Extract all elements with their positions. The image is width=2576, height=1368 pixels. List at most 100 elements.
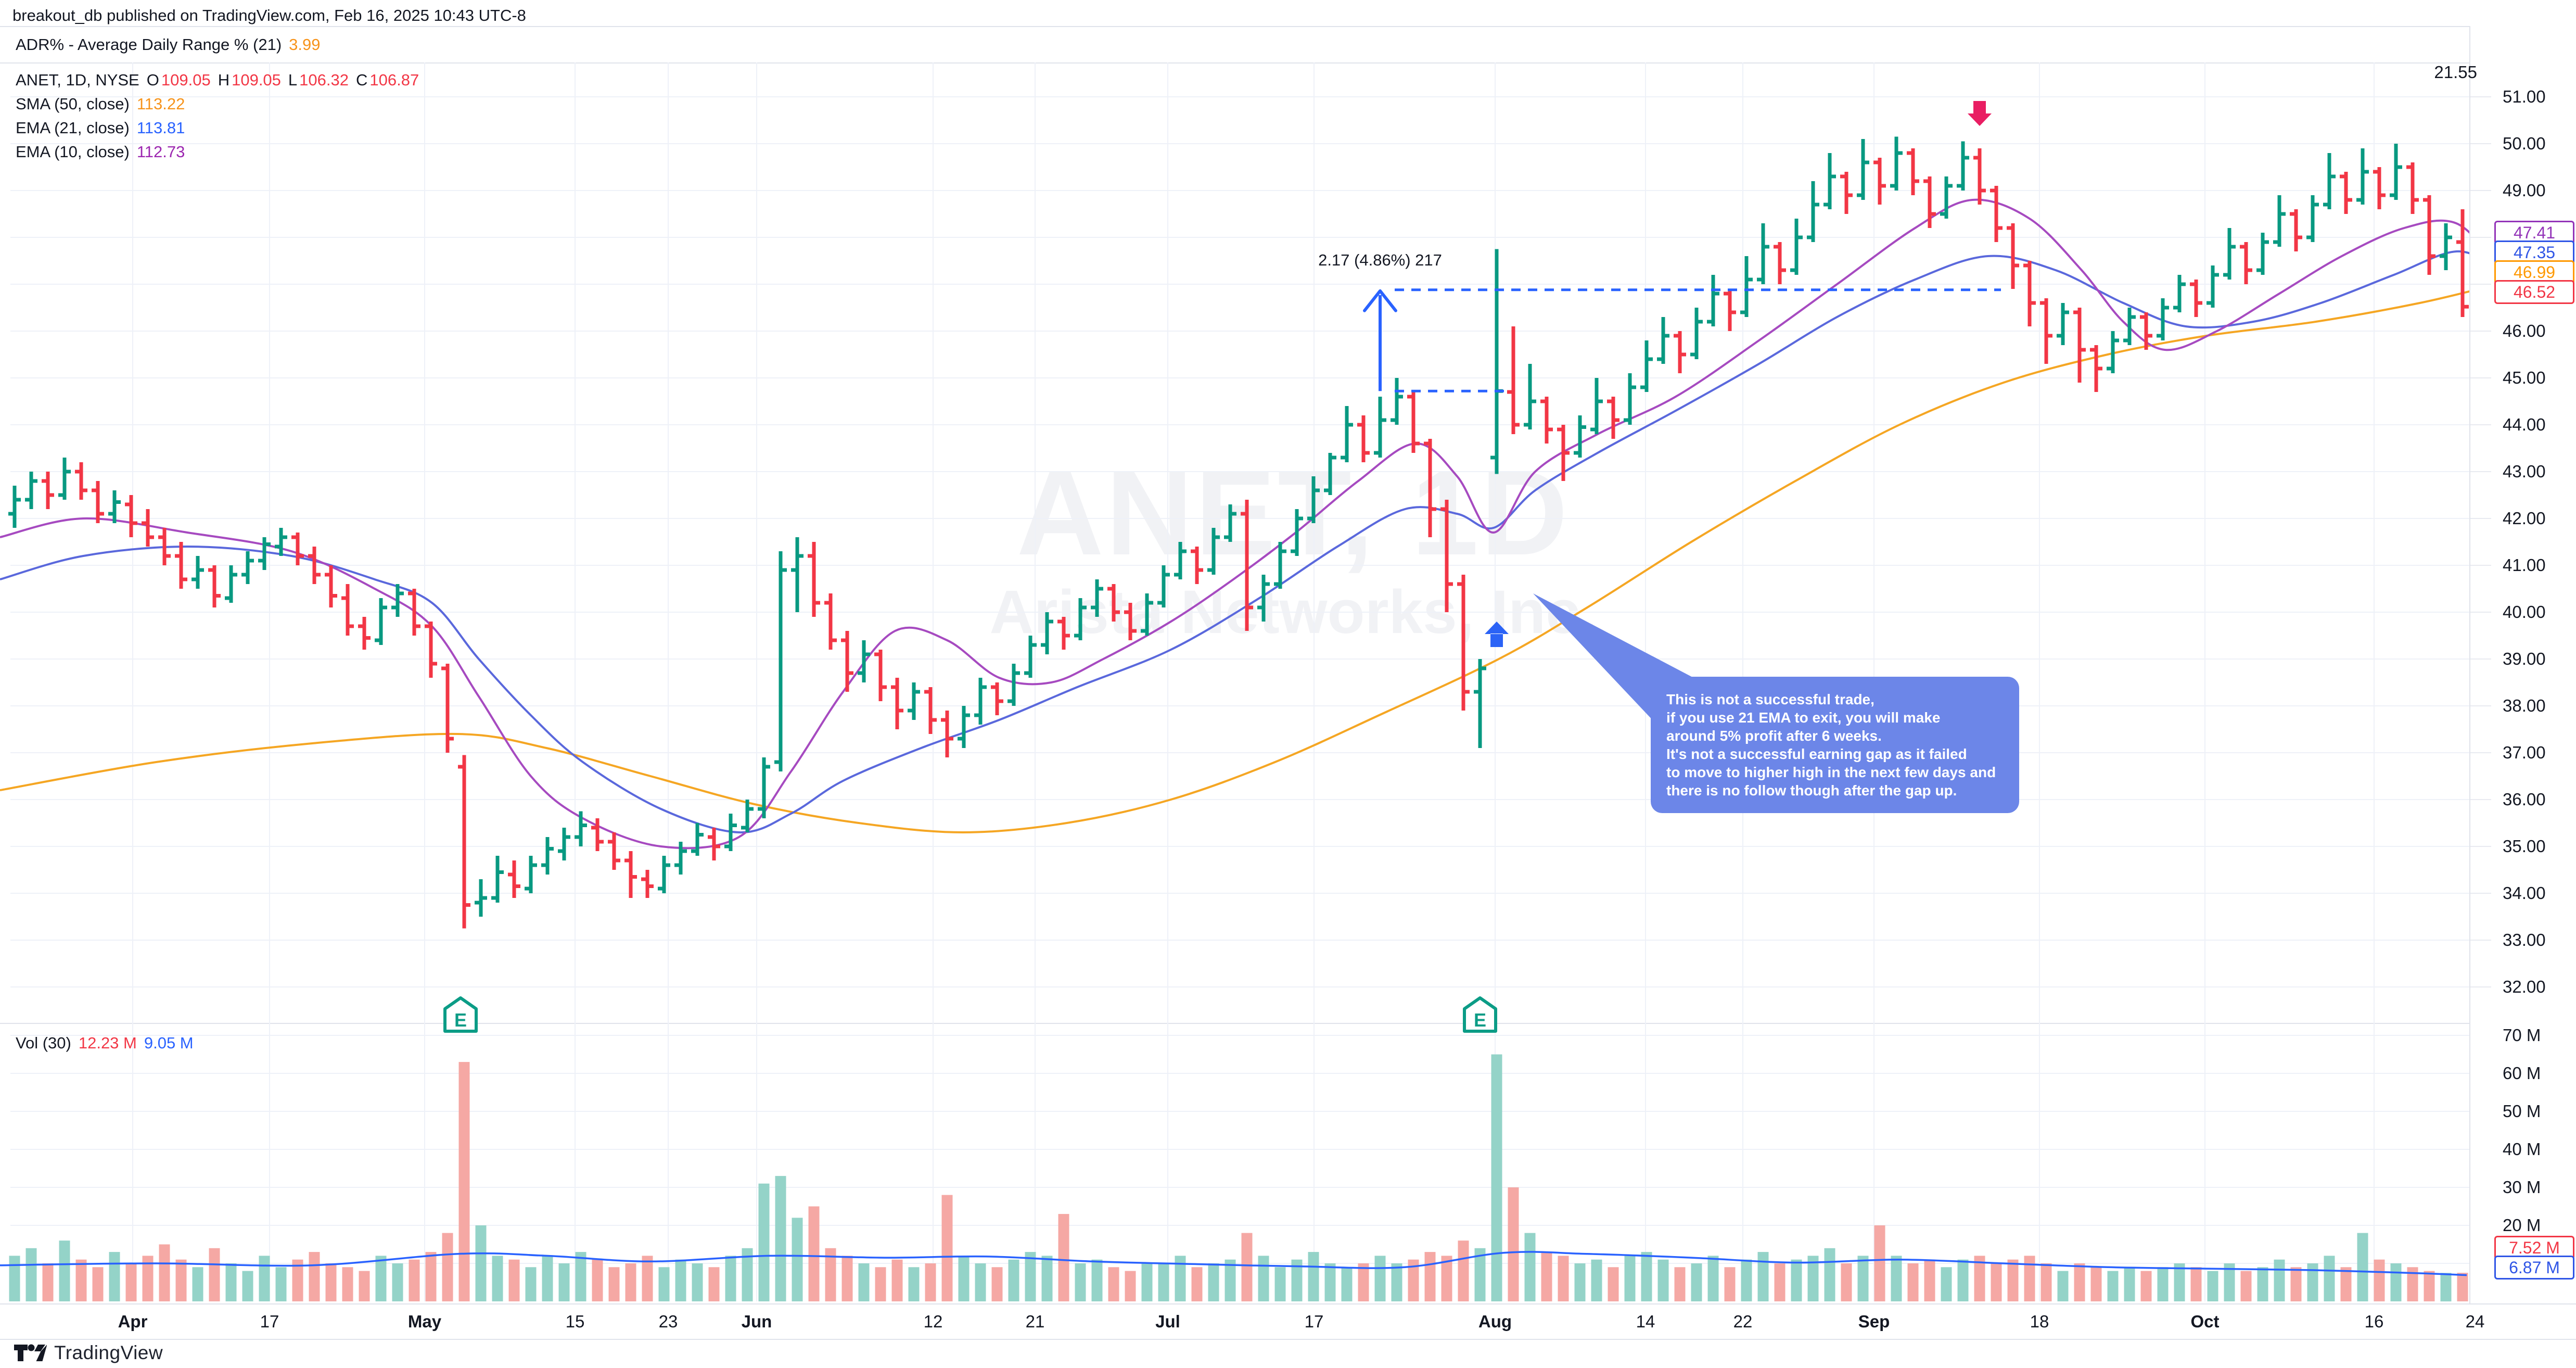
volume-bar (925, 1263, 936, 1301)
ohlc-bar (941, 711, 953, 757)
ema10-legend[interactable]: EMA (10, close) 112.73 (16, 143, 185, 161)
ohlc-bar (1457, 575, 1470, 711)
up-arrow-marker[interactable] (1485, 622, 1509, 647)
ohlc-bar (142, 509, 154, 547)
ohlc-bar (1141, 593, 1153, 636)
symbol-legend[interactable]: ANET, 1D, NYSE O 109.05 H 109.05 L 106.3… (16, 71, 419, 90)
ema10-line[interactable] (0, 198, 2499, 850)
volume-bar (392, 1263, 403, 1301)
price-axis[interactable]: 51.0050.0049.0048.0047.0046.0045.0044.00… (2469, 26, 2576, 1338)
sma50-legend[interactable]: SMA (50, close) 113.22 (16, 95, 185, 113)
ohlc-bar (58, 458, 71, 500)
volume-bar (1674, 1267, 1686, 1301)
separator-price-volume[interactable] (0, 1023, 2576, 1024)
volume-bar (2390, 1263, 2402, 1301)
high-value: 109.05 (232, 71, 281, 89)
earnings-icon[interactable]: E (443, 996, 478, 1033)
grid-lines (10, 62, 2476, 1301)
ohlc-bar (1474, 659, 1486, 748)
ohlc-bar (441, 664, 454, 753)
ohlc-bar (291, 533, 304, 565)
down-arrow-marker[interactable] (1968, 101, 1992, 126)
volume-bar (2057, 1271, 2069, 1301)
volume-bar (2240, 1271, 2252, 1301)
volume-bar (1624, 1256, 1636, 1301)
price-axis-label: 40.00 (2503, 602, 2546, 622)
ohlc-bar (1107, 584, 1120, 622)
time-axis-label: 18 (2030, 1312, 2049, 1331)
ohlc-bar (974, 678, 987, 725)
volume-bar (142, 1256, 154, 1301)
time-axis-label: 21 (1025, 1312, 1045, 1331)
volume-bar (2090, 1267, 2102, 1301)
volume-bar (1258, 1256, 1269, 1301)
ohlc-bar (924, 687, 937, 734)
ohlc-bar (991, 682, 1003, 715)
price-tick-mark (2470, 518, 2491, 519)
price-axis-label: 51.00 (2503, 87, 2546, 106)
ohlc-bar (1940, 176, 1953, 219)
symbol-name: ANET, 1D, NYSE (16, 71, 139, 89)
volume-bar (941, 1195, 953, 1301)
volume-bar (1191, 1267, 1203, 1301)
price-axis-label: 44.00 (2503, 415, 2546, 434)
tradingview-logo[interactable]: TradingView (14, 1342, 163, 1364)
volume-bar (1991, 1263, 2002, 1301)
ohlc-bar (425, 622, 437, 678)
volume-bar (1824, 1248, 1835, 1301)
adr-legend[interactable]: ADR% - Average Daily Range % (21) 3.99 (16, 35, 321, 54)
sma50-line[interactable] (0, 283, 2498, 834)
volume-bar (475, 1225, 487, 1301)
last-value-box: 6.87 M (2494, 1256, 2574, 1280)
time-axis[interactable]: Apr 17 May 15 23 Jun 12 21 Jul 17 Aug 14 22 Sep 18 Oct 1… (0, 1303, 2576, 1340)
volume-bar (658, 1267, 670, 1301)
ohlc-bar (641, 870, 654, 898)
ema21-legend[interactable]: EMA (21, close) 113.81 (16, 119, 185, 137)
volume-bar (1125, 1271, 1136, 1301)
ohlc-bar (1091, 579, 1103, 617)
price-tick-mark (2470, 658, 2491, 660)
volume-bar (2440, 1273, 2452, 1302)
ohlc-bar (908, 682, 920, 720)
ohlc-bar (491, 856, 504, 903)
price-axis-label: 38.00 (2503, 696, 2546, 715)
ohlc-bar (891, 678, 903, 729)
ohlc-bar (1257, 575, 1270, 622)
separator-adr-price[interactable] (0, 62, 2576, 64)
ohlc-bar (341, 584, 354, 636)
adr-last-value: 21.55 (2434, 62, 2477, 82)
measure-drawing[interactable] (1363, 288, 2001, 392)
ohlc-bar (1074, 598, 1087, 640)
volume-bar (409, 1259, 420, 1301)
volume-bar (1175, 1256, 1186, 1301)
ohlc-bar (391, 584, 404, 617)
time-axis-label: Sep (1858, 1312, 1890, 1331)
callout-note[interactable]: This is not a successful trade, if you us… (1651, 677, 2019, 813)
volume-bar (1741, 1259, 1752, 1301)
volume-bar (592, 1259, 603, 1301)
ohlc-bar (1740, 256, 1753, 317)
volume-bar (725, 1256, 736, 1301)
volume-bar (1341, 1267, 1353, 1301)
volume-bar (1391, 1263, 1402, 1301)
ohlc-bar (2456, 209, 2469, 317)
ohlc-bar (2207, 265, 2219, 308)
volume-bar (1424, 1252, 1436, 1301)
price-tick-mark (2470, 565, 2491, 566)
volume-legend[interactable]: Vol (30) 12.23 M 9.05 M (16, 1034, 194, 1053)
volume-bar (1241, 1233, 1253, 1301)
volume-bar (2041, 1263, 2052, 1301)
ema21-line[interactable] (0, 250, 2498, 834)
earnings-icon[interactable]: E (1463, 996, 1497, 1033)
ohlc-bar (958, 706, 970, 748)
measure-label[interactable]: 2.17 (4.86%) 217 (1318, 251, 1442, 269)
volume-bar (758, 1183, 770, 1301)
volume-bar (342, 1267, 353, 1301)
price-tick-mark (2470, 846, 2491, 847)
price-tick-mark (2470, 940, 2491, 941)
price-tick-mark (2470, 752, 2491, 753)
ohlc-bar (2090, 345, 2102, 392)
price-axis-label: 35.00 (2503, 837, 2546, 856)
ohlc-bar (2340, 172, 2352, 214)
